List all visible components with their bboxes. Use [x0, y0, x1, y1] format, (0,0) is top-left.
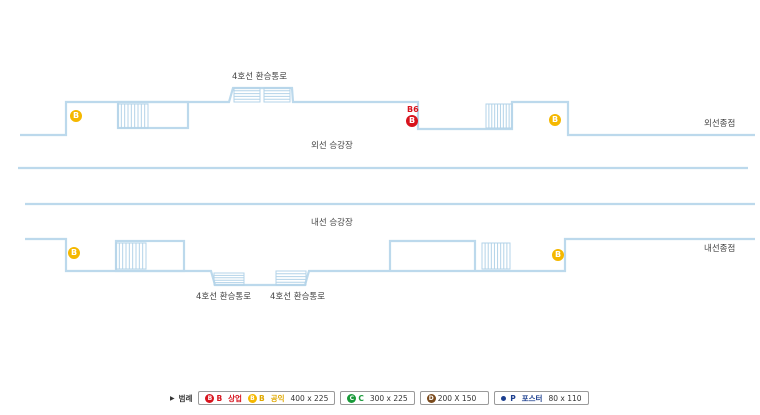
ad-b-public-badge: B	[552, 249, 564, 261]
legend-c-dot: C	[347, 393, 357, 403]
stairs-inner-left	[115, 242, 147, 270]
ad-b-public-badge: B	[68, 247, 80, 259]
legend-p-dot	[501, 395, 507, 401]
stair-frame	[485, 103, 513, 129]
legend: ▶ 범례 B B 상업 B B 공익 400 x 225 C C 300 x 2…	[170, 391, 594, 405]
stairs-outer-right	[485, 103, 513, 129]
stair-frame	[117, 103, 149, 129]
stairs-transfer-bottom-a	[213, 272, 245, 286]
stairs-inner-right	[481, 242, 511, 270]
legend-c-size: 300 x 225	[369, 393, 408, 403]
ad-b-public-badge: B	[70, 110, 82, 122]
outer-platform-label: 외선 승강장	[311, 141, 353, 151]
stair-frame	[115, 242, 147, 270]
outer-platform-outline	[18, 86, 755, 287]
inner-outline	[25, 237, 755, 287]
inner-terminal-label: 내선종점	[704, 244, 736, 254]
legend-p-size: 80 x 110	[548, 393, 582, 403]
legend-c-letter: C	[358, 393, 364, 403]
stairs-transfer-top-b	[263, 87, 291, 103]
legend-b-red-letter: B	[216, 393, 223, 403]
stair-frame	[233, 87, 261, 103]
transfer-passage-top-label: 4호선 환승통로	[232, 72, 288, 82]
stair-frame	[213, 272, 245, 286]
inner-platform-label: 내선 승강장	[311, 218, 353, 228]
outer-terminal-label: 외선종점	[704, 119, 736, 129]
ad-spot-b6-label: B6	[407, 105, 419, 114]
ad-b-commercial-badge: B	[406, 115, 418, 127]
legend-b: B B 상업 B B 공익 400 x 225	[198, 391, 336, 405]
legend-b-red-text: 상업	[228, 393, 242, 403]
legend-c: C C 300 x 225	[340, 391, 415, 405]
legend-b-size: 400 x 225	[290, 393, 329, 403]
legend-p-letter: P	[510, 393, 516, 403]
legend-b-yellow-dot: B	[247, 393, 257, 403]
stairs-outer-left	[117, 103, 149, 129]
legend-b-yellow-letter: B	[258, 393, 265, 403]
legend-arrow-icon: ▶	[170, 394, 175, 402]
outer-outline-left	[20, 86, 755, 137]
ad-b-public-badge: B	[549, 114, 561, 126]
transfer-passage-bottom-right-label: 4호선 환승통로	[270, 292, 326, 302]
stair-frame	[481, 242, 511, 270]
stair-frame	[263, 87, 291, 103]
legend-d-size: 200 X 150	[437, 393, 477, 403]
transfer-passage-bottom-left-label: 4호선 환승통로	[196, 292, 252, 302]
legend-d-dot: D	[426, 393, 436, 403]
stairs	[115, 87, 513, 286]
stairs-transfer-top-a	[233, 87, 261, 103]
legend-title: 범례	[178, 393, 193, 403]
stair-frame	[275, 270, 307, 286]
stairs-transfer-bottom-b	[275, 270, 307, 286]
legend-b-red-dot: B	[205, 393, 215, 403]
legend-b-yellow-text: 공익	[270, 393, 285, 403]
legend-p: P 포스터 80 x 110	[494, 391, 589, 405]
legend-d: D 200 X 150	[419, 391, 490, 405]
legend-p-text: 포스터	[521, 393, 543, 403]
